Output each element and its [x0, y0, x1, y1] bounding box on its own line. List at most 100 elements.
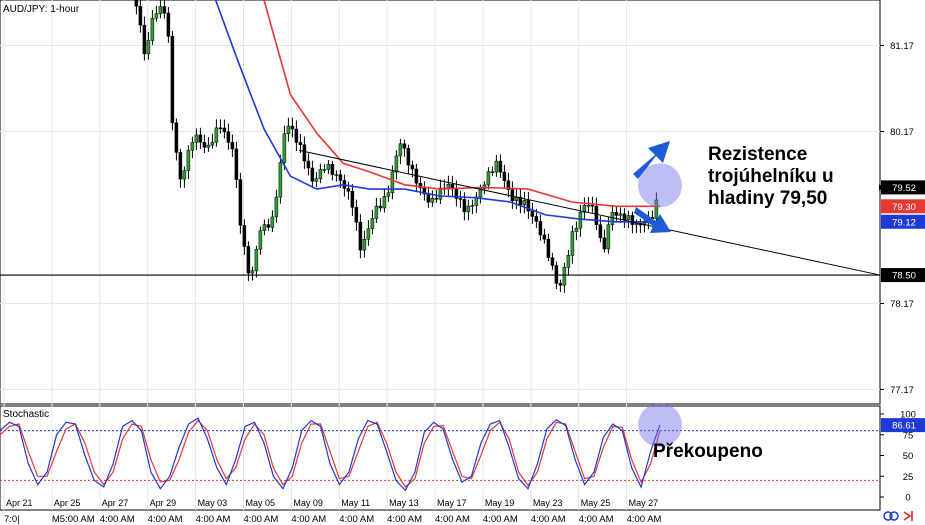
candle-body — [566, 255, 571, 268]
candle-body — [190, 142, 195, 151]
time-label: 4:00 AM — [243, 514, 278, 525]
date-label: May 27 — [629, 498, 659, 508]
link-icon[interactable] — [883, 511, 899, 521]
candle-body — [542, 234, 547, 240]
candle-body — [438, 187, 443, 200]
last-price-marker — [879, 184, 885, 191]
time-label: 4:00 AM — [196, 514, 231, 525]
moving-averages — [214, 0, 660, 223]
trendline — [299, 149, 881, 276]
candle-body — [418, 182, 423, 189]
price-badge-label: 79.12 — [892, 217, 916, 228]
candle-body — [250, 270, 255, 274]
candle-body — [610, 212, 615, 225]
candle-body — [606, 224, 611, 250]
candle-body — [530, 210, 535, 217]
price-badge — [881, 214, 925, 229]
candle-body — [422, 187, 427, 195]
price-badge-label: 78.50 — [892, 271, 916, 282]
date-label: May 13 — [389, 498, 419, 508]
candle-body — [626, 215, 631, 220]
candle-body — [426, 193, 431, 203]
candle-body — [198, 134, 203, 143]
chart-symbol-label: AUD/JPY: 1-hour — [3, 4, 80, 15]
date-label: Apr 25 — [54, 498, 81, 508]
stochastic-series — [0, 417, 880, 492]
candle-body — [138, 5, 143, 26]
scroll-right-icon[interactable] — [903, 511, 913, 521]
candle-body — [558, 283, 563, 286]
candle-body — [506, 180, 511, 190]
candle-body — [622, 213, 627, 220]
highlights — [638, 163, 682, 448]
candle-body — [466, 205, 471, 213]
candle-body — [534, 216, 539, 222]
candle-body — [146, 40, 151, 55]
candle-body — [334, 174, 339, 176]
price-badge-label: 79.30 — [892, 202, 916, 213]
candle-body — [290, 125, 295, 130]
candle-body — [322, 169, 327, 171]
candle-body — [366, 228, 371, 240]
osc-tick-label: 50 — [903, 451, 914, 462]
candle-body — [186, 149, 191, 171]
candle-body — [166, 12, 171, 37]
moving-average-line — [214, 0, 660, 223]
candle-body — [602, 237, 607, 250]
candle-body — [394, 155, 399, 173]
direction-arrows — [633, 141, 671, 233]
candle-body — [230, 142, 235, 150]
candle-body — [382, 195, 387, 209]
candle-body — [202, 142, 207, 148]
candle-body — [214, 127, 219, 143]
stochastic-k-line — [0, 417, 661, 492]
oscillator-panel — [0, 405, 881, 511]
osc-tick-label: 0 — [905, 493, 910, 504]
candle-body — [550, 257, 555, 266]
candle-body — [614, 212, 619, 216]
time-label: 4:00 AM — [339, 514, 374, 525]
candle-body — [358, 222, 363, 251]
candle-body — [510, 189, 515, 201]
candle-body — [134, 0, 139, 7]
candle-body — [526, 200, 531, 212]
candle-body — [170, 35, 175, 124]
date-label: May 05 — [245, 498, 275, 508]
price-badge — [881, 199, 925, 214]
candle-body — [174, 122, 179, 153]
resistance-annotation: Rezistence trojúhelníku u hladiny 79,50 — [708, 144, 834, 210]
candle-body — [634, 223, 639, 225]
resistance-annotation-line2: trojúhelníku u — [708, 166, 834, 187]
highlight-circle — [638, 163, 682, 208]
candle-body — [346, 188, 351, 192]
time-label: 4:00 AM — [291, 514, 326, 525]
candle-body — [318, 169, 323, 179]
candle-body — [262, 224, 267, 231]
candle-body — [458, 198, 463, 200]
osc-tick-label: 25 — [903, 472, 914, 483]
candle-body — [154, 13, 159, 19]
candle-body — [298, 142, 303, 145]
candle-body — [486, 171, 491, 186]
candle-body — [354, 207, 359, 223]
candle-body — [150, 17, 155, 41]
support-and-trendline — [0, 149, 881, 276]
candle-body — [270, 216, 275, 228]
candle-body — [370, 218, 375, 229]
candle-body — [582, 205, 587, 213]
candle-body — [294, 128, 299, 143]
price-series — [134, 0, 659, 293]
candle-body — [470, 205, 475, 207]
candle-body — [350, 191, 355, 208]
date-label: Apr 29 — [150, 498, 177, 508]
time-label: 4:00 AM — [435, 514, 470, 525]
candle-body — [430, 197, 435, 203]
osc-badge — [881, 418, 925, 433]
date-label: May 11 — [341, 498, 370, 508]
candle-body — [258, 230, 263, 250]
candle-body — [278, 162, 283, 198]
candle-body — [462, 199, 467, 213]
candle-body — [302, 144, 307, 162]
price-badge — [881, 268, 925, 283]
